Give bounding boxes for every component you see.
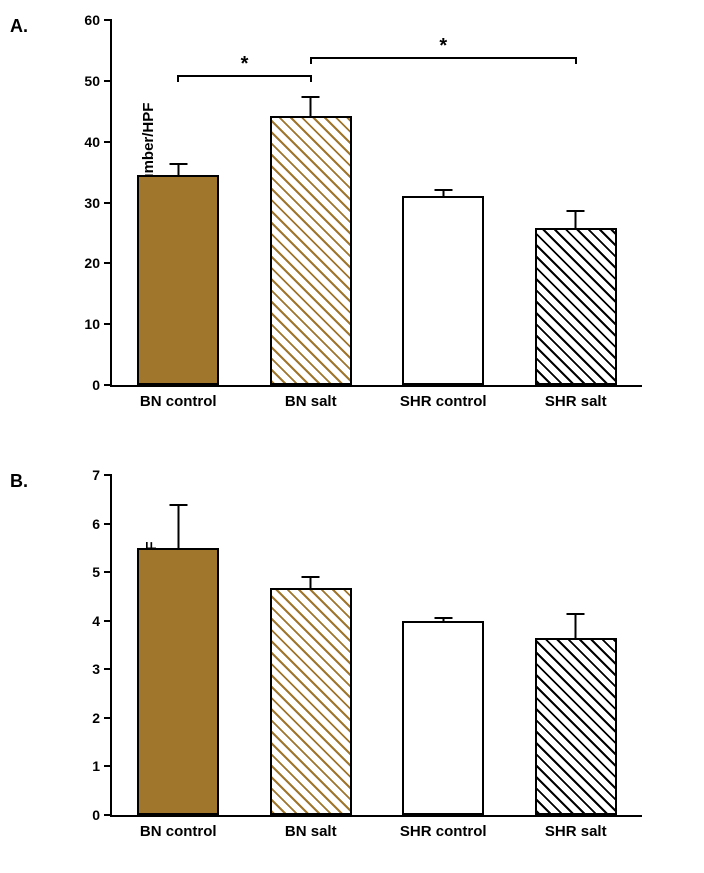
bar — [137, 548, 219, 815]
panel-label-A: A. — [10, 16, 28, 37]
ytick-label: 5 — [92, 564, 100, 580]
ytick-label: 0 — [92, 807, 100, 823]
error-bar — [310, 576, 311, 591]
ytick-label: 4 — [92, 613, 100, 629]
ytick-label: 1 — [92, 758, 100, 774]
ytick-label: 7 — [92, 467, 100, 483]
xlabel: BN salt — [285, 823, 337, 840]
xlabel: SHR control — [400, 823, 487, 840]
sig-star: * — [439, 35, 447, 58]
ytick — [104, 571, 112, 573]
ytick — [104, 141, 112, 143]
ytick — [104, 384, 112, 386]
xlabel: BN salt — [285, 393, 337, 410]
ytick — [104, 19, 112, 21]
error-bar — [178, 504, 179, 550]
ytick-label: 20 — [84, 255, 100, 271]
xlabel: SHR salt — [545, 823, 607, 840]
error-bar — [575, 613, 576, 640]
bar — [270, 588, 352, 815]
ytick — [104, 523, 112, 525]
ytick — [104, 620, 112, 622]
sig-star: * — [241, 53, 249, 76]
plot-A: Blood capillary number/HPF0102030405060B… — [110, 20, 642, 387]
ytick-label: 60 — [84, 12, 100, 28]
bar — [270, 116, 352, 385]
bar — [402, 621, 484, 815]
ytick — [104, 668, 112, 670]
ytick-label: 6 — [92, 516, 100, 532]
bar — [402, 196, 484, 385]
error-bar — [443, 189, 444, 199]
plot-B: Lymph capillary number/HPF01234567BN con… — [110, 475, 642, 817]
ytick-label: 40 — [84, 134, 100, 150]
ytick — [104, 323, 112, 325]
error-bar — [575, 210, 576, 230]
xlabel: BN control — [140, 393, 217, 410]
ytick — [104, 202, 112, 204]
ytick — [104, 765, 112, 767]
ytick-label: 2 — [92, 710, 100, 726]
error-bar — [310, 96, 311, 117]
ytick — [104, 262, 112, 264]
ytick-label: 50 — [84, 73, 100, 89]
ytick — [104, 814, 112, 816]
xlabel: SHR salt — [545, 393, 607, 410]
ytick — [104, 717, 112, 719]
error-bar — [178, 163, 179, 177]
ytick — [104, 474, 112, 476]
ytick — [104, 80, 112, 82]
bar — [535, 228, 617, 385]
error-bar — [443, 617, 444, 623]
xlabel: SHR control — [400, 393, 487, 410]
ytick-label: 3 — [92, 661, 100, 677]
bar — [137, 175, 219, 385]
ytick-label: 10 — [84, 316, 100, 332]
ytick-label: 0 — [92, 377, 100, 393]
bar — [535, 638, 617, 815]
panel-label-B: B. — [10, 471, 28, 492]
xlabel: BN control — [140, 823, 217, 840]
ytick-label: 30 — [84, 195, 100, 211]
